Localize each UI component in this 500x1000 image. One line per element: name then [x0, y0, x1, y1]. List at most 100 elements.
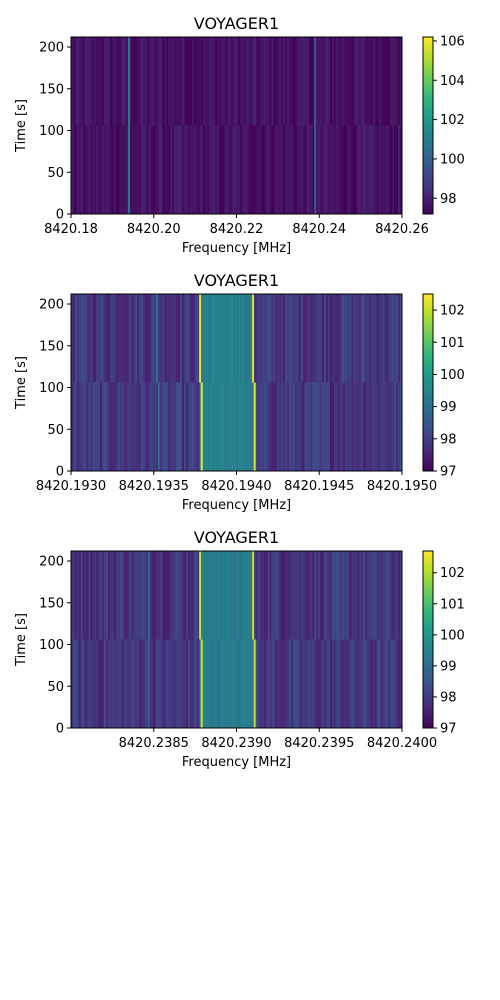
colorbar-segment [423, 178, 433, 182]
heatmap-cell [90, 639, 93, 728]
heatmap-cell [285, 37, 288, 126]
colorbar-segment [423, 574, 433, 578]
heatmap-cell [178, 639, 181, 728]
heatmap-cell [88, 382, 91, 471]
colorbar-segment [423, 400, 433, 404]
colorbar-segment [423, 462, 433, 466]
heatmap-cell [318, 294, 321, 383]
heatmap-cell [281, 551, 284, 640]
colorbar-segment [423, 621, 433, 626]
heatmap-cell [329, 639, 333, 728]
heatmap-cell [296, 382, 300, 471]
colorbar-segment [423, 294, 433, 298]
heatmap-cell [357, 294, 360, 383]
heatmap-cell [328, 125, 331, 214]
colorbar-segment [423, 577, 433, 581]
heatmap-cell [269, 382, 272, 471]
colorbar-segment [423, 607, 433, 611]
heatmap-cell [361, 639, 364, 728]
heatmap-cell [267, 551, 270, 640]
heatmap-cell [294, 37, 298, 126]
chart-title: VOYAGER1 [194, 271, 279, 290]
heatmap-cell [98, 294, 101, 383]
heatmap-cell [135, 37, 138, 126]
heatmap-cell [109, 37, 113, 126]
colorbar-segment [423, 601, 433, 605]
heatmap-cell [341, 37, 344, 126]
heatmap-cell [394, 37, 397, 126]
heatmap-cell [236, 37, 239, 126]
heatmap-cell [365, 294, 368, 383]
heatmap-cell [376, 37, 379, 126]
colorbar-segment [423, 589, 433, 593]
heatmap-cell [357, 639, 360, 728]
heatmap-cell [217, 37, 220, 126]
heatmap-cell [119, 37, 122, 126]
heatmap-cell [102, 551, 105, 640]
heatmap-cell [119, 382, 122, 471]
colorbar-tick-label: 101 [440, 597, 465, 612]
colorbar-segment [423, 175, 433, 179]
chart-title: VOYAGER1 [194, 14, 279, 33]
heatmap-cell [162, 294, 165, 383]
heatmap-cell [209, 294, 212, 383]
colorbar-segment [423, 51, 433, 56]
heatmap-cell [339, 37, 342, 126]
heatmap-cell [347, 551, 350, 640]
heatmap-cell [178, 294, 181, 383]
heatmap-cell [326, 382, 329, 471]
heatmap-cell [384, 639, 387, 728]
heatmap-cell [257, 37, 261, 126]
heatmap-cell [150, 37, 154, 126]
heatmap-cell [291, 37, 294, 126]
heatmap-cell [244, 125, 247, 214]
heatmap-cell [183, 382, 187, 471]
colorbar: 97 98 99 100 101 102 [422, 550, 465, 737]
heatmap-cell [353, 294, 356, 383]
heatmap-cell [131, 382, 134, 471]
signal-line [157, 382, 160, 471]
heatmap-cell [125, 294, 128, 383]
heatmap-cell [273, 37, 276, 126]
colorbar-segment [423, 69, 433, 73]
heatmap-cell [76, 294, 80, 383]
heatmap-cells [71, 37, 403, 214]
heatmap-cell [365, 382, 368, 471]
colorbar-segment [423, 308, 433, 313]
heatmap-cell [291, 382, 294, 471]
heatmap-cell [160, 382, 163, 471]
heatmap-cell [195, 382, 198, 471]
heatmap-cell [84, 551, 87, 640]
heatmap-cell [133, 639, 136, 728]
heatmap-cell [312, 551, 315, 640]
heatmap-cell [296, 294, 300, 383]
heatmap-cell [170, 294, 173, 383]
colorbar-segment [423, 57, 433, 61]
heatmap-cell [139, 37, 142, 126]
heatmap-cell [187, 551, 191, 640]
heatmap-cell [205, 37, 208, 126]
heatmap-cell [209, 382, 212, 471]
colorbar-tick-label: 99 [440, 400, 457, 415]
heatmap-cell [267, 125, 270, 214]
heatmap-cell [220, 294, 224, 383]
heatmap-cell [275, 639, 278, 728]
colorbar-segment [423, 107, 433, 112]
heatmap-cell [102, 639, 105, 728]
heatmap-cell [121, 551, 124, 640]
heatmap-cell [294, 551, 298, 640]
heatmap-cell [394, 551, 397, 640]
heatmap-cell [333, 551, 337, 640]
heatmap-cell [238, 551, 241, 640]
heatmap-cell [240, 37, 243, 126]
heatmap-cell [143, 551, 146, 640]
heatmap-cell [366, 294, 370, 383]
signal-line [199, 551, 202, 640]
heatmap-cell [304, 382, 307, 471]
heatmap-cell [224, 382, 228, 471]
heatmap-cell [94, 639, 97, 728]
heatmap-cell [347, 639, 350, 728]
colorbar-segment [423, 326, 433, 330]
heatmap-cell [374, 639, 377, 728]
signal-line [252, 294, 255, 383]
